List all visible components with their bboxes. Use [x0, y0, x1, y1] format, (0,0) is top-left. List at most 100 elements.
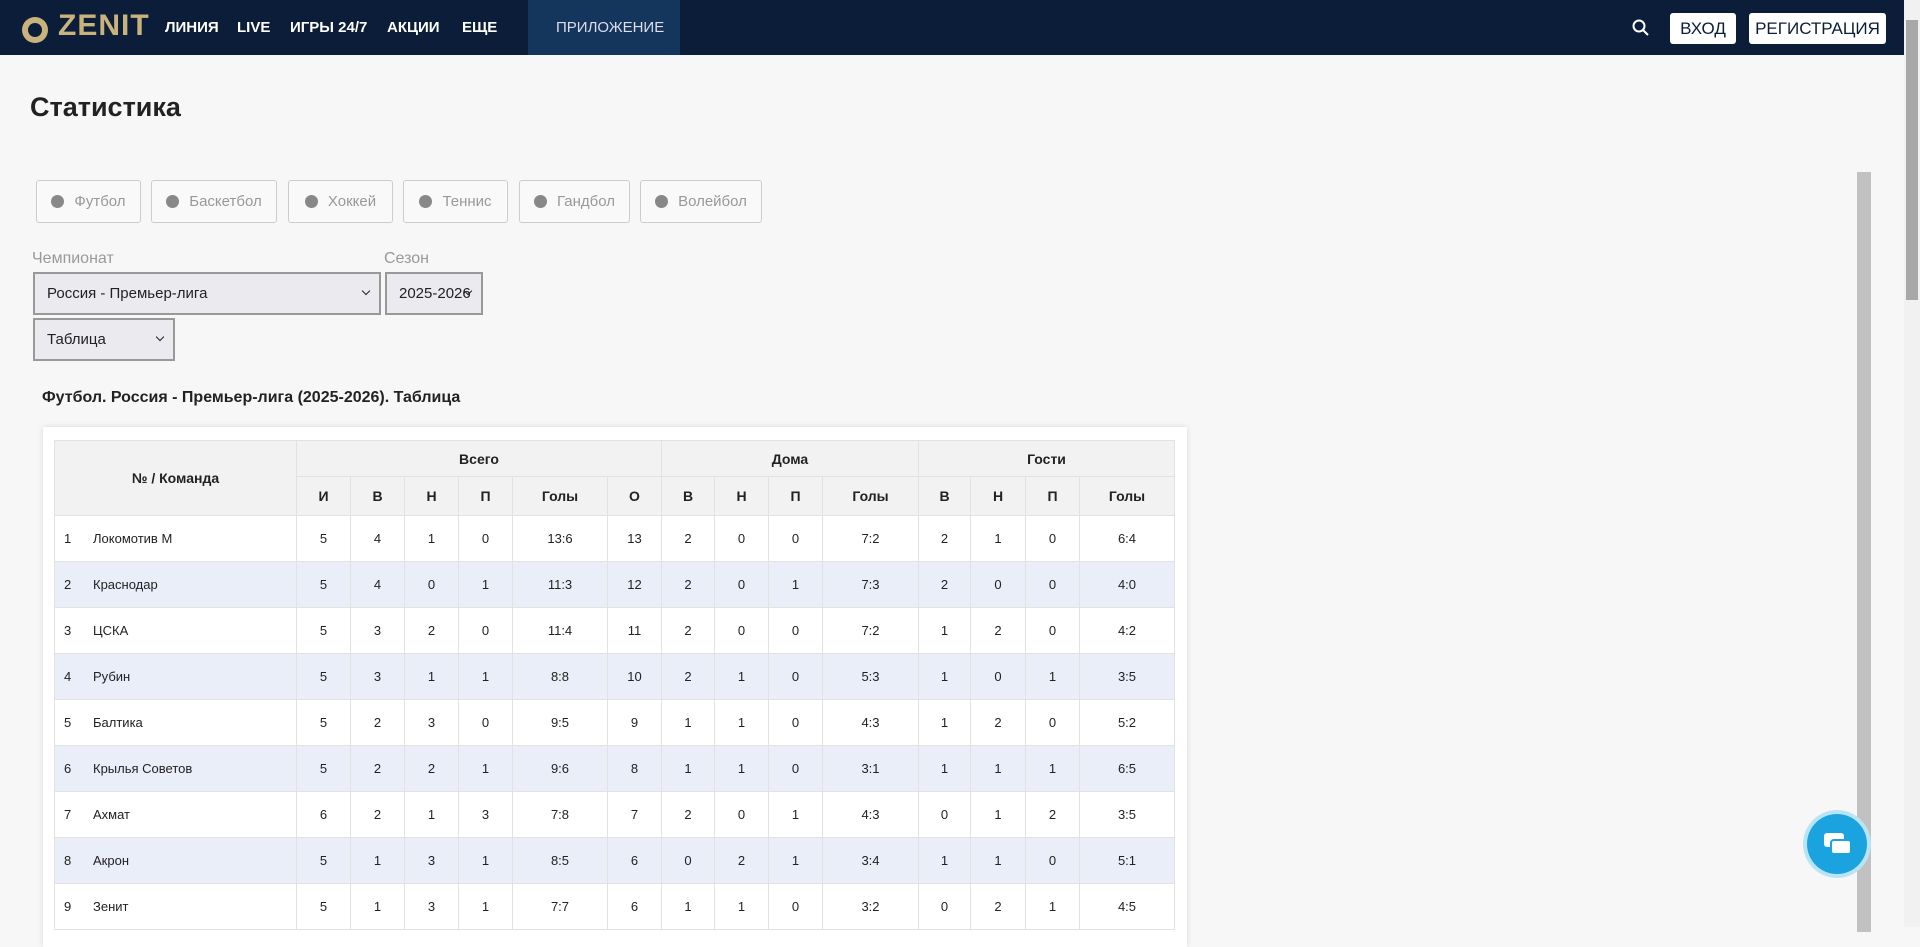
sport-icon: [419, 195, 433, 208]
team-name: Зенит: [93, 899, 129, 914]
stat-cell: 4:2: [1079, 607, 1175, 654]
stat-cell: 1: [458, 883, 513, 930]
column-header: Н: [714, 476, 769, 516]
team-cell: 5 Балтика: [54, 699, 297, 746]
stat-cell: 7:3: [822, 561, 919, 608]
stat-cell: 1: [1025, 883, 1080, 930]
field-label: Сезон: [384, 250, 429, 267]
stat-cell: 0: [714, 561, 769, 608]
stat-cell: 4:3: [822, 791, 919, 838]
group-header: Гости: [918, 440, 1175, 477]
rank: 9: [64, 899, 72, 914]
register-button[interactable]: РЕГИСТРАЦИЯ: [1749, 13, 1886, 44]
sport-tab[interactable]: Хоккей: [288, 180, 393, 223]
sport-tab[interactable]: Футбол: [36, 180, 141, 223]
sport-label: Гандбол: [556, 193, 615, 210]
view-select[interactable]: Таблица: [33, 318, 175, 361]
rank: 4: [64, 669, 72, 684]
rank: 7: [64, 807, 72, 822]
stat-cell: 2: [1025, 791, 1080, 838]
stat-cell: 2: [970, 607, 1026, 654]
stat-cell: 1: [768, 837, 823, 884]
scrollbar[interactable]: [1904, 0, 1920, 927]
stat-cell: 2: [918, 561, 971, 608]
stat-cell: 0: [458, 699, 513, 746]
rank: 1: [64, 531, 72, 546]
team-row[interactable]: 8 Акрон 5 1 3 1 8:5 6 0 2 1 3:4 1 1 0 5:1: [54, 837, 1175, 884]
column-header: В: [661, 476, 715, 516]
stat-cell: 0: [404, 561, 459, 608]
login-button[interactable]: ВХОД: [1670, 13, 1736, 44]
stat-cell: 11: [607, 607, 662, 654]
stat-cell: 0: [458, 607, 513, 654]
team-row[interactable]: 5 Балтика 5 2 3 0 9:5 9 1 1 0 4:3 1 2 0 5:2: [54, 699, 1175, 746]
sport-tab[interactable]: Баскетбол: [151, 180, 277, 223]
team-row[interactable]: 4 Рубин 5 3 1 1 8:8 10 2 1 0 5:3 1 0 1 3:5: [54, 653, 1175, 700]
stat-cell: 1: [970, 515, 1026, 562]
stat-cell: 6:5: [1079, 745, 1175, 792]
stat-cell: 5: [296, 515, 351, 562]
stat-cell: 3: [404, 883, 459, 930]
sport-tab[interactable]: Гандбол: [519, 180, 630, 223]
team-row[interactable]: 9 Зенит 5 1 3 1 7:7 6 1 1 0 3:2 0 2 1 4:5: [54, 883, 1175, 930]
stat-cell: 7:7: [512, 883, 608, 930]
stat-cell: 1: [714, 699, 769, 746]
team-row[interactable]: 1 Локомотив М 5 4 1 0 13:6 13 2 0 0 7:2 2 1 0 6:4: [54, 515, 1175, 562]
sport-tab[interactable]: Теннис: [403, 180, 508, 223]
championship-select[interactable]: Россия - Премьер-лига: [33, 272, 381, 315]
chat-button[interactable]: [1807, 814, 1867, 874]
group-header: Всего: [296, 440, 662, 477]
team-row[interactable]: 6 Крылья Советов 5 2 2 1 9:6 8 1 1 0 3:1 1 1 1 6:5: [54, 745, 1175, 792]
team-row[interactable]: 3 ЦСКА 5 3 2 0 11:4 11 2 0 0 7:2 1 2 0 4:2: [54, 607, 1175, 654]
stat-cell: 8:8: [512, 653, 608, 700]
stat-cell: 0: [918, 883, 971, 930]
table-title: Футбол. Россия - Премьер-лига (2025-2026…: [42, 389, 461, 406]
team-name: Акрон: [93, 853, 129, 868]
stat-cell: 5: [296, 607, 351, 654]
stat-cell: 0: [1025, 699, 1080, 746]
column-header: В: [350, 476, 405, 516]
search-icon[interactable]: [1632, 19, 1650, 37]
stat-cell: 5: [296, 837, 351, 884]
team-row[interactable]: 2 Краснодар 5 4 0 1 11:3 12 2 0 1 7:3 2 0 0 4:0: [54, 561, 1175, 608]
stat-cell: 3:4: [822, 837, 919, 884]
field-label: Чемпионат: [32, 250, 114, 267]
stat-cell: 8: [607, 745, 662, 792]
team-row[interactable]: 7 Ахмат 6 2 1 3 7:8 7 2 0 1 4:3 0 1 2 3:5: [54, 791, 1175, 838]
scrollbar[interactable]: [1857, 172, 1871, 932]
stat-cell: 0: [768, 883, 823, 930]
header-row: № / Команда Всего Дома Гости: [54, 440, 1175, 516]
nav-item[interactable]: ЕЩЕ: [462, 19, 498, 36]
rank: 8: [64, 853, 72, 868]
stat-cell: 1: [970, 791, 1026, 838]
team-cell: 8 Акрон: [54, 837, 297, 884]
column-header: Н: [404, 476, 459, 516]
nav-item[interactable]: ПРИЛОЖЕНИЕ: [528, 0, 680, 55]
sport-tab[interactable]: Волейбол: [640, 180, 762, 223]
logo-icon: [22, 17, 48, 43]
sport-icon: [51, 195, 65, 208]
stat-cell: 0: [970, 561, 1026, 608]
stat-cell: 0: [768, 745, 823, 792]
sport-icon: [304, 195, 318, 208]
nav-item[interactable]: ИГРЫ 24/7: [290, 19, 368, 36]
stat-cell: 1: [458, 837, 513, 884]
nav-item[interactable]: ЛИНИЯ: [165, 19, 219, 36]
sport-label: Хоккей: [327, 193, 377, 210]
stat-cell: 2: [661, 561, 715, 608]
stat-cell: 0: [1025, 607, 1080, 654]
stat-cell: 4:5: [1079, 883, 1175, 930]
stat-cell: 10: [607, 653, 662, 700]
nav-item[interactable]: LIVE: [237, 19, 271, 36]
stat-cell: 0: [714, 607, 769, 654]
season-select[interactable]: 2025-2026: [385, 272, 483, 315]
stat-cell: 6: [296, 791, 351, 838]
stat-cell: 1: [768, 791, 823, 838]
nav-item[interactable]: АКЦИИ: [387, 19, 440, 36]
team-cell: 6 Крылья Советов: [54, 745, 297, 792]
stat-cell: 1: [350, 837, 405, 884]
sport-label: Волейбол: [678, 193, 747, 210]
rank: 3: [64, 623, 72, 638]
logo[interactable]: ZENIT: [16, 6, 150, 46]
stat-cell: 5: [296, 561, 351, 608]
